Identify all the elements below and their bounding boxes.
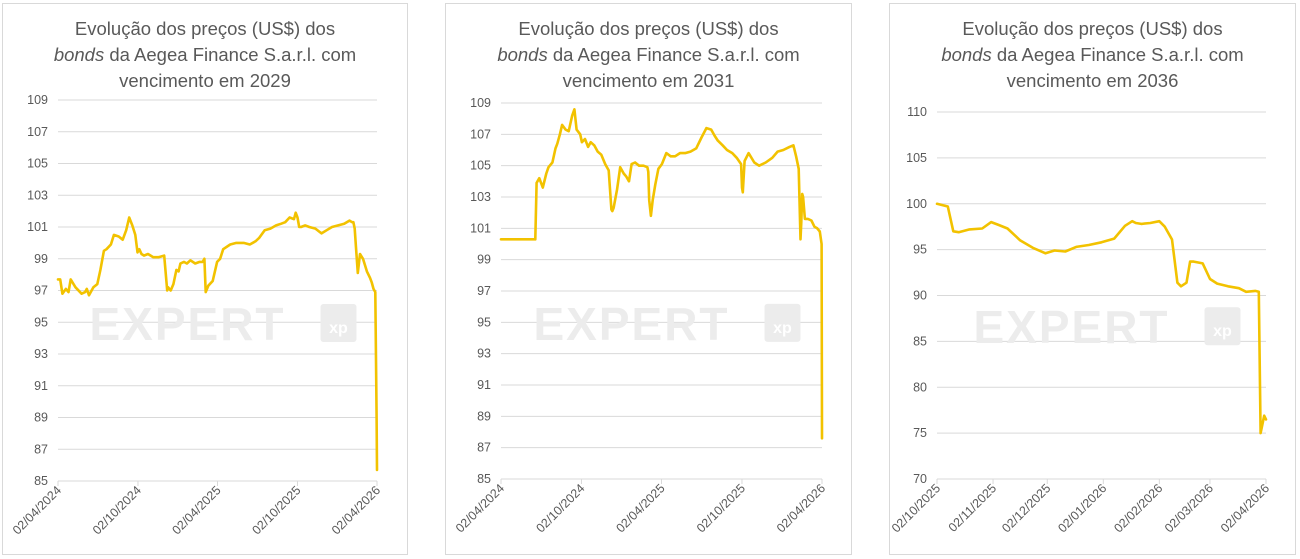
watermark-logo-text: xp [329,320,348,337]
chart-title-line-2-rest: da Aegea Finance S.a.r.l. com [991,44,1244,65]
y-tick-label: 93 [34,347,48,361]
watermark-logo-icon [1204,307,1241,346]
y-tick-label: 85 [34,474,48,488]
y-tick-label: 100 [906,197,927,211]
chart-title-italic: bonds [497,44,548,65]
y-tick-label: 85 [477,472,491,486]
y-tick-label: 99 [477,253,491,267]
chart-title-line-1: Evolução dos preços (US$) dos [518,18,779,39]
x-tick-label: 02/02/2026 [1111,481,1165,535]
chart-title: Evolução dos preços (US$) dos bonds da A… [890,16,1295,94]
y-tick-label: 95 [477,315,491,329]
chart-title-line-3: vencimento em 2031 [562,70,735,91]
y-tick-label: 103 [27,188,48,202]
y-tick-label: 87 [477,441,491,455]
watermark-text: EXPERT [533,298,729,350]
y-tick-label: 107 [27,125,48,139]
watermark-text: EXPERT [89,298,285,350]
x-tick-label: 02/10/2024 [90,483,144,537]
x-tick-label: 02/03/2026 [1162,481,1216,535]
chart-plot-2031: 85 87 89 91 93 95 97 99 101 103 105 107 109 EXPERT xp 0… [453,96,828,535]
x-tick-label: 02/11/2025 [946,481,1000,535]
x-tick-label: 02/10/2025 [694,481,748,535]
y-tick-label: 80 [913,380,927,394]
y-tick-label: 89 [477,409,491,423]
x-tick-label: 02/10/2025 [249,483,303,537]
y-tick-label: 109 [470,96,491,110]
y-tick-label: 103 [470,190,491,204]
y-tick-label: 87 [34,442,48,456]
x-tick-label: 02/01/2026 [1055,481,1109,535]
y-tick-label: 90 [913,289,927,303]
y-tick-label: 107 [470,127,491,141]
y-tick-label: 95 [913,243,927,257]
chart-panel-2029: Evolução dos preços (US$) dos bonds da A… [2,3,408,555]
watermark-logo-text: xp [773,320,792,337]
y-tick-label: 99 [34,252,48,266]
chart-title: Evolução dos preços (US$) dos bonds da A… [446,16,851,94]
chart-title-line-2: bonds da Aegea Finance S.a.r.l. com [890,42,1295,68]
y-tick-label: 101 [27,220,48,234]
y-tick-label: 101 [470,221,491,235]
y-tick-label: 91 [477,378,491,392]
y-tick-label: 93 [477,347,491,361]
x-tick-label: 02/10/2025 [890,481,943,535]
y-tick-label: 85 [913,334,927,348]
y-tick-label: 75 [913,426,927,440]
chart-title-italic: bonds [941,44,992,65]
chart-title-line-1: Evolução dos preços (US$) dos [74,18,336,39]
chart-title-italic: bonds [53,44,105,65]
x-tick-label: 02/04/2025 [169,483,223,537]
chart-plot-2029: 85 87 89 91 93 95 97 99 101 103 105 107 109 EXPERT xp 0… [10,93,383,537]
y-tick-label: 109 [27,93,48,107]
x-tick-label: 02/04/2026 [1218,481,1272,535]
chart-title-line-2-rest: da Aegea Finance S.a.r.l. com [104,44,357,65]
x-tick-label: 02/04/2024 [453,481,507,535]
y-tick-label: 91 [34,379,48,393]
series-line [499,108,824,440]
chart-panel-2031: Evolução dos preços (US$) dos bonds da A… [445,3,852,555]
chart-title-line-2: bonds da Aegea Finance S.a.r.l. com [3,42,407,68]
x-tick-label: 02/04/2026 [774,481,828,535]
chart-title-line-3: vencimento em 2029 [119,70,291,91]
y-tick-label: 105 [906,151,927,165]
y-tick-label: 105 [27,157,48,171]
watermark-logo-text: xp [1213,323,1232,340]
watermark-text: EXPERT [973,301,1169,353]
y-tick-label: 97 [477,284,491,298]
y-tick-label: 105 [470,159,491,173]
chart-title-line-2-rest: da Aegea Finance S.a.r.l. com [547,44,800,65]
x-tick-label: 02/04/2026 [329,483,383,537]
watermark-logo-icon [764,303,801,342]
chart-title-line-3: vencimento em 2036 [1006,70,1179,91]
x-tick-label: 02/04/2024 [10,483,64,537]
chart-title: Evolução dos preços (US$) dos bonds da A… [3,16,407,94]
chart-title-line-1: Evolução dos preços (US$) dos [962,18,1223,39]
y-tick-label: 97 [34,284,48,298]
y-tick-label: 89 [34,411,48,425]
y-tick-label: 70 [913,472,927,486]
series-line [56,211,379,472]
watermark-logo-icon [320,304,357,343]
y-tick-label: 95 [34,315,48,329]
x-tick-label: 02/04/2025 [613,481,667,535]
series-line [935,202,1268,435]
y-tick-label: 110 [907,105,927,119]
chart-panel-2036: Evolução dos preços (US$) dos bonds da A… [889,3,1296,555]
chart-title-line-2: bonds da Aegea Finance S.a.r.l. com [446,42,851,68]
x-tick-label: 02/12/2025 [999,481,1053,535]
x-tick-label: 02/10/2024 [533,481,587,535]
